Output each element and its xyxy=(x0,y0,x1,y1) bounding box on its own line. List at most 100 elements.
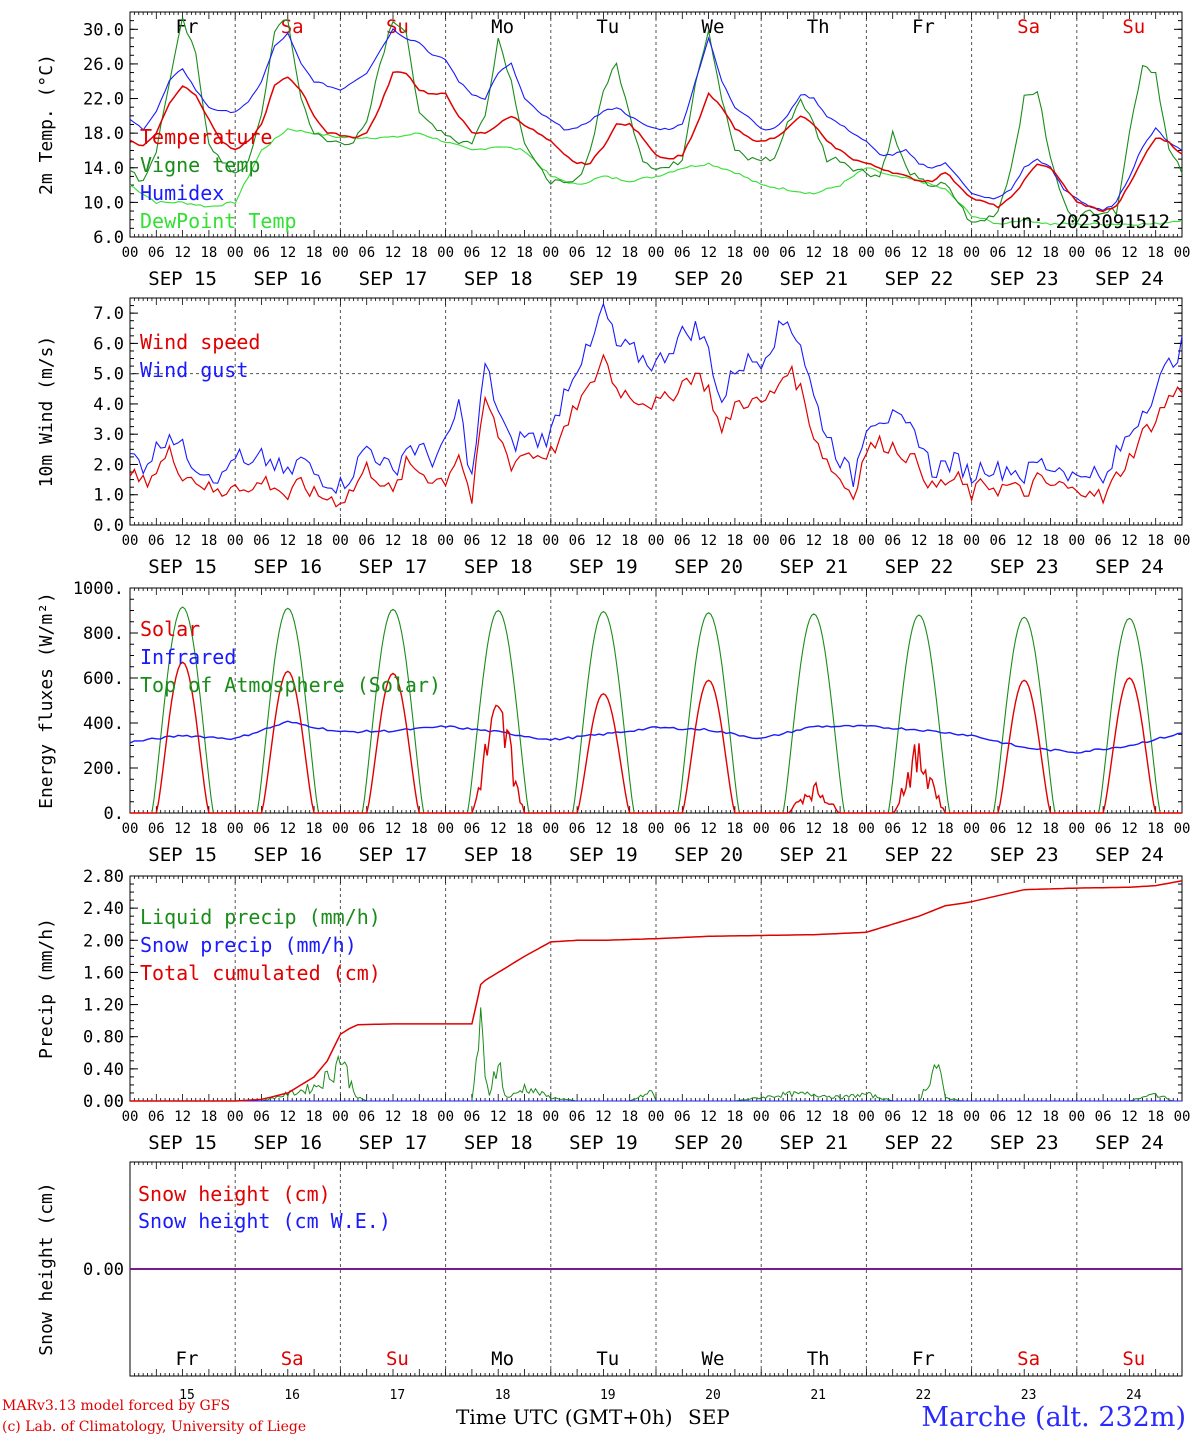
hour-tick-label: 18 xyxy=(937,533,954,549)
hour-tick-label: 12 xyxy=(595,1109,612,1125)
hour-tick-label: 00 xyxy=(753,1109,770,1125)
hour-tick-label: 00 xyxy=(542,245,559,261)
y-tick-label: 2.0 xyxy=(93,455,124,475)
date-label: SEP 23 xyxy=(990,1132,1059,1154)
legend-liquid-precip-mm-h-: Liquid precip (mm/h) xyxy=(140,905,381,929)
weekday-label: Mo xyxy=(491,16,514,38)
hour-tick-label: 18 xyxy=(200,533,217,549)
hour-tick-label: 00 xyxy=(1174,1109,1191,1125)
hour-tick-label: 00 xyxy=(227,533,244,549)
hour-tick-label: 18 xyxy=(411,245,428,261)
date-label: SEP 15 xyxy=(148,1132,217,1154)
hour-tick-label: 06 xyxy=(358,1109,375,1125)
credit-line-2: (c) Lab. of Climatology, University of L… xyxy=(2,1419,307,1435)
y-tick-label: 0.40 xyxy=(83,1060,124,1080)
hour-tick-label: 00 xyxy=(542,821,559,837)
hour-tick-label: 00 xyxy=(542,1109,559,1125)
hour-tick-label: 18 xyxy=(832,821,849,837)
series-infrared xyxy=(129,720,1183,754)
weekday-label: Su xyxy=(386,1348,409,1370)
hour-tick-label: 12 xyxy=(1121,821,1138,837)
hour-tick-label: 06 xyxy=(569,1109,586,1125)
series-total-cumulated xyxy=(130,880,1183,1102)
hour-tick-label: 00 xyxy=(332,821,349,837)
run-label: run: 2023091512 xyxy=(998,211,1170,233)
y-tick-label: 1.60 xyxy=(83,963,124,983)
y-tick-label: 26.0 xyxy=(83,55,124,75)
hour-tick-label: 00 xyxy=(1068,1109,1085,1125)
hour-tick-label: 00 xyxy=(753,245,770,261)
y-tick-label: 0.00 xyxy=(83,1092,124,1112)
hour-tick-label: 06 xyxy=(148,1109,165,1125)
hour-tick-label: 00 xyxy=(122,1109,139,1125)
date-label: SEP 18 xyxy=(464,556,533,578)
date-label: SEP 21 xyxy=(779,1132,848,1154)
xaxis-title: Time UTC (GMT+0h) xyxy=(456,1405,673,1429)
hour-tick-label: 00 xyxy=(648,821,665,837)
y-tick-label: 0.80 xyxy=(83,1028,124,1048)
hour-tick-label: 06 xyxy=(674,245,691,261)
hour-tick-label: 18 xyxy=(937,245,954,261)
y-tick-label: 6.0 xyxy=(93,334,124,354)
hour-tick-label: 12 xyxy=(385,1109,402,1125)
hour-tick-label: 12 xyxy=(700,533,717,549)
weekday-label: Sa xyxy=(281,16,304,38)
weekday-label: Sa xyxy=(1017,1348,1040,1370)
hour-tick-label: 06 xyxy=(358,245,375,261)
y-axis-label: 10m Wind (m/s) xyxy=(36,336,57,488)
legend-infrared: Infrared xyxy=(140,645,236,669)
legend-snow-height-cm-: Snow height (cm) xyxy=(138,1182,331,1206)
y-tick-label: 22.0 xyxy=(83,90,124,110)
y-tick-label: 7.0 xyxy=(93,304,124,324)
hour-tick-label: 18 xyxy=(726,1109,743,1125)
hour-tick-label: 12 xyxy=(1121,1109,1138,1125)
hour-tick-label: 06 xyxy=(569,245,586,261)
hour-tick-label: 12 xyxy=(911,821,928,837)
y-tick-label: 6.0 xyxy=(93,228,124,248)
day-number: 17 xyxy=(390,1388,406,1403)
legend-humidex: Humidex xyxy=(140,181,224,205)
hour-tick-label: 12 xyxy=(911,533,928,549)
date-label: SEP 16 xyxy=(253,844,322,866)
date-label: SEP 18 xyxy=(464,1132,533,1154)
hour-tick-label: 18 xyxy=(937,821,954,837)
hour-tick-label: 12 xyxy=(279,821,296,837)
series-temperature xyxy=(129,71,1183,213)
hour-tick-label: 12 xyxy=(700,1109,717,1125)
hour-tick-label: 00 xyxy=(963,245,980,261)
hour-tick-label: 12 xyxy=(1121,245,1138,261)
y-tick-label: 5.0 xyxy=(93,365,124,385)
date-label: SEP 19 xyxy=(569,556,638,578)
weekday-label: Fr xyxy=(176,1348,199,1370)
hour-tick-label: 00 xyxy=(1174,533,1191,549)
hour-tick-label: 18 xyxy=(306,1109,323,1125)
date-label: SEP 24 xyxy=(1095,844,1164,866)
panel-2-frame xyxy=(129,587,1183,814)
date-label: SEP 15 xyxy=(148,556,217,578)
hour-tick-label: 00 xyxy=(1068,821,1085,837)
legend-solar: Solar xyxy=(140,617,200,641)
hour-tick-label: 18 xyxy=(306,821,323,837)
legend-vigne-temp: Vigne temp xyxy=(140,153,260,177)
hour-tick-label: 00 xyxy=(332,245,349,261)
hour-tick-label: 12 xyxy=(490,1109,507,1125)
hour-tick-label: 06 xyxy=(674,533,691,549)
hour-tick-label: 06 xyxy=(463,245,480,261)
hour-tick-label: 18 xyxy=(726,245,743,261)
date-label: SEP 16 xyxy=(253,1132,322,1154)
date-label: SEP 22 xyxy=(885,1132,954,1154)
hour-tick-label: 00 xyxy=(332,533,349,549)
date-label: SEP 19 xyxy=(569,844,638,866)
date-label: SEP 17 xyxy=(359,1132,428,1154)
date-label: SEP 21 xyxy=(779,556,848,578)
day-number: 24 xyxy=(1126,1388,1142,1403)
hour-tick-label: 06 xyxy=(253,821,270,837)
hour-tick-label: 18 xyxy=(411,1109,428,1125)
date-label: SEP 21 xyxy=(779,844,848,866)
y-tick-label: 3.0 xyxy=(93,425,124,445)
hour-tick-label: 18 xyxy=(516,533,533,549)
hour-tick-label: 06 xyxy=(253,533,270,549)
date-label: SEP 20 xyxy=(674,268,743,290)
hour-tick-label: 06 xyxy=(463,533,480,549)
hour-tick-label: 00 xyxy=(227,245,244,261)
